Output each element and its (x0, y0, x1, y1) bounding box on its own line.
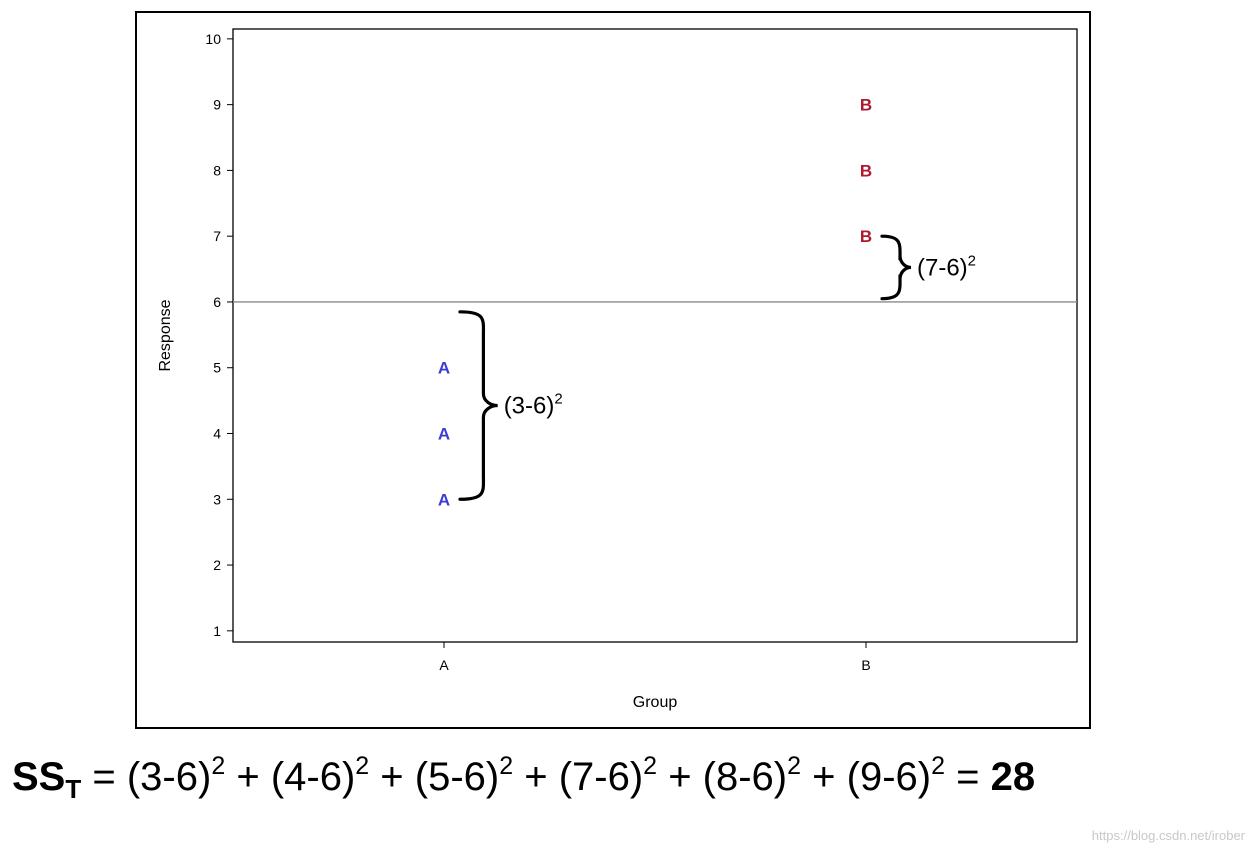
formula-plus: + (801, 755, 847, 799)
x-tick-label: B (861, 657, 870, 673)
brace-b (880, 234, 912, 301)
y-tick-label: 8 (213, 162, 221, 178)
formula-term-base: (7-6) (558, 755, 644, 799)
data-point-a: A (438, 490, 450, 509)
formula-term-base: (8-6) (702, 755, 788, 799)
formula-term-exponent: 2 (931, 752, 945, 780)
y-tick-label: 5 (213, 360, 221, 376)
formula-plus: + (225, 755, 271, 799)
formula-plus: + (657, 755, 703, 799)
formula-term-exponent: 2 (211, 752, 226, 780)
ss-total-formula: SST = (3-6)2 + (4-6)2 + (5-6)2 + (7-6)2 … (12, 752, 1035, 805)
y-tick-label: 2 (213, 557, 221, 573)
data-point-b: B (860, 227, 872, 246)
formula-equals-final: = (956, 755, 980, 799)
formula-equals: = (92, 755, 116, 799)
y-tick-label: 1 (213, 623, 221, 639)
formula-ss-subscript: T (65, 774, 82, 804)
watermark: https://blog.csdn.net/irober (1091, 828, 1245, 843)
formula-term-exponent: 2 (643, 752, 658, 780)
y-tick-label: 4 (213, 426, 221, 442)
formula-plus: + (513, 755, 559, 799)
y-tick-label: 3 (213, 491, 221, 507)
y-axis-title: Response (157, 299, 174, 371)
formula-term-exponent: 2 (787, 752, 802, 780)
formula-term-base: (5-6) (414, 755, 500, 799)
chart-frame: 1 2 3 4 5 6 7 8 9 10 A B Group Response A A A B B B (3-6)2 (7… (135, 11, 1091, 729)
y-tick-label: 7 (213, 228, 221, 244)
formula-plus: + (369, 755, 415, 799)
data-point-b: B (860, 161, 872, 180)
formula-ss: SS (12, 755, 66, 799)
formula-term-exponent: 2 (499, 752, 514, 780)
formula-term-base: (3-6) (126, 755, 212, 799)
formula-term-base: (4-6) (270, 755, 356, 799)
deviation-label-b: (7-6)2 (917, 252, 976, 281)
y-tick-label: 6 (213, 294, 221, 310)
x-axis-title: Group (633, 694, 678, 711)
formula-term-base: (9-6) (846, 755, 932, 799)
y-tick-label: 9 (213, 97, 221, 113)
data-point-a: A (438, 359, 450, 378)
data-point-a: A (438, 425, 450, 444)
deviation-label-a: (3-6)2 (504, 391, 563, 420)
brace-a (458, 310, 498, 501)
plot-area (232, 28, 1078, 643)
formula-term-exponent: 2 (355, 752, 370, 780)
data-point-b: B (860, 96, 872, 115)
formula-terms: (3-6)2 + (4-6)2 + (5-6)2 + (7-6)2 + (8-6… (126, 752, 945, 799)
scatter-plot: 1 2 3 4 5 6 7 8 9 10 A B Group Response A A A B B B (3-6)2 (7… (157, 28, 1078, 711)
y-tick-label: 10 (205, 31, 221, 47)
x-tick-label: A (439, 657, 449, 673)
formula-result: 28 (990, 755, 1036, 799)
